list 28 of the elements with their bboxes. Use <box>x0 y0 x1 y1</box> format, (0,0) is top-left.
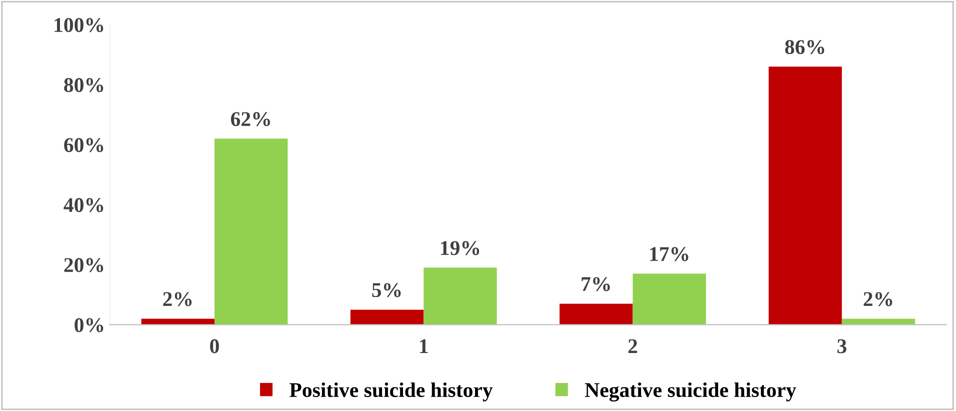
y-tick-label: 0% <box>74 318 104 332</box>
bar <box>141 318 215 325</box>
bar <box>632 274 706 325</box>
data-label: 19% <box>441 241 480 256</box>
data-label: 5% <box>372 283 401 298</box>
y-tick-label: 80% <box>64 78 104 92</box>
data-label: 86% <box>785 40 824 54</box>
y-tick-label: 100% <box>54 18 104 32</box>
y-tick-label: 60% <box>64 138 104 152</box>
x-tick-label: 3 <box>837 339 846 354</box>
x-tick-label: 2 <box>628 339 638 354</box>
data-label: 2% <box>864 292 892 306</box>
bar <box>768 66 842 325</box>
data-label: 17% <box>650 247 688 262</box>
data-label: 62% <box>230 112 270 126</box>
bar <box>350 310 424 325</box>
x-tick-label: 0 <box>210 339 219 354</box>
bar <box>214 138 288 325</box>
data-label: 7% <box>582 277 610 292</box>
y-tick-label: 40% <box>64 198 104 212</box>
legend-label: Positive suicide history <box>290 382 493 402</box>
x-tick-label: 1 <box>420 339 428 354</box>
y-tick-label: 20% <box>64 258 104 272</box>
bar <box>424 268 497 325</box>
bar <box>560 304 633 325</box>
bar <box>842 318 916 325</box>
legend-label: Negative suicide history <box>584 382 796 402</box>
data-label: 2% <box>163 292 192 306</box>
